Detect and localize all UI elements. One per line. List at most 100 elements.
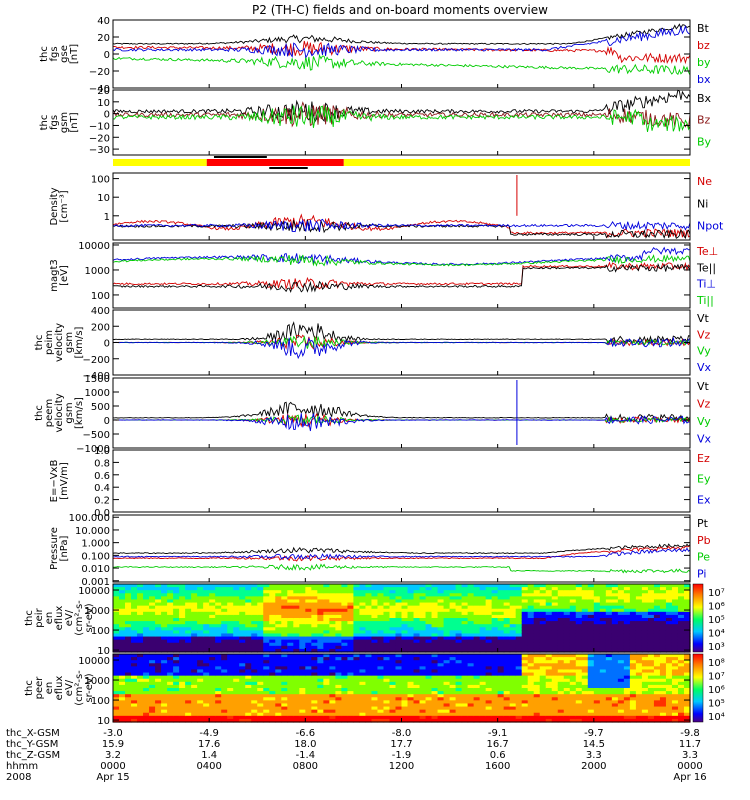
spectrogram-cell xyxy=(347,697,355,701)
spectrogram-cell xyxy=(677,630,685,635)
spectrogram-cell xyxy=(185,678,192,683)
spectrogram-cell xyxy=(665,684,673,689)
spectrogram-cell xyxy=(185,657,192,661)
legend-entry: Bx xyxy=(697,92,712,105)
spectrogram-cell xyxy=(281,700,288,705)
spectrogram-cell xyxy=(665,593,673,597)
spectrogram-cell xyxy=(227,618,234,622)
spectrogram-cell xyxy=(245,703,252,708)
spectrogram-cell xyxy=(293,666,300,671)
spectrogram-cell xyxy=(623,596,631,601)
spectrogram-cell xyxy=(167,718,174,723)
spectrogram-cell xyxy=(323,627,330,631)
spectrogram-cell xyxy=(599,700,607,705)
spectrogram-cell xyxy=(443,621,451,625)
spectrogram-cell xyxy=(227,700,234,705)
spectrogram-cell xyxy=(125,621,132,625)
spectrogram-cell xyxy=(479,590,487,594)
spectrogram-cell xyxy=(617,678,625,683)
spectrogram-cell xyxy=(305,611,312,616)
spectrogram-cell xyxy=(377,636,385,641)
spectrogram-cell xyxy=(371,669,379,674)
spectrogram-cell xyxy=(323,672,330,677)
spectrogram-cell xyxy=(677,657,685,661)
spectrogram-cell xyxy=(437,694,445,698)
spectrogram-cell xyxy=(641,630,649,635)
spectrogram-cell xyxy=(641,678,649,683)
spectrogram-cell xyxy=(221,608,228,613)
spectrogram-cell xyxy=(305,694,312,698)
spectrogram-cell xyxy=(575,675,583,680)
spectrogram-cell xyxy=(533,718,541,723)
spectrogram-cell xyxy=(635,684,643,689)
spectrogram-cell xyxy=(407,633,415,638)
spectrogram-cell xyxy=(677,681,685,686)
y-axis-label: [km/s] xyxy=(74,397,85,429)
spectrogram-cell xyxy=(167,645,174,650)
spectrogram-cell xyxy=(413,602,421,607)
spectrogram-cell xyxy=(281,663,288,667)
spectrogram-cell xyxy=(317,666,324,671)
spectrogram-cell xyxy=(593,712,601,717)
spectrogram-cell xyxy=(143,660,150,664)
spectrogram-cell xyxy=(533,611,541,616)
spectrogram-cell xyxy=(233,669,240,674)
spectrogram-cell xyxy=(395,618,403,622)
spectrogram-cell xyxy=(287,666,294,671)
spectrogram-cell xyxy=(149,614,156,619)
spectrogram-cell xyxy=(455,602,463,607)
spectrogram-cell xyxy=(473,627,481,631)
spectrogram-cell xyxy=(317,593,324,597)
legend-entry: bx xyxy=(697,73,711,86)
spectrogram-cell xyxy=(449,593,457,597)
spectrogram-cell xyxy=(371,715,379,720)
spectrogram-cell xyxy=(383,621,391,625)
spectrogram-cell xyxy=(617,700,625,705)
spectrogram-cell xyxy=(437,709,445,714)
y-tick-label: 100.000 xyxy=(69,513,110,524)
spectrogram-cell xyxy=(263,697,270,701)
spectrogram-cell xyxy=(137,669,144,674)
spectrogram-cell xyxy=(131,602,138,607)
spectrogram-cell xyxy=(347,694,355,698)
spectrogram-cell xyxy=(677,605,685,610)
spectrogram-cell xyxy=(473,718,481,723)
spectrogram-cell xyxy=(245,584,252,588)
spectrogram-cell xyxy=(419,596,427,601)
spectrogram-cell xyxy=(329,706,336,711)
spectrogram-cell xyxy=(611,599,619,604)
spectrogram-cell xyxy=(173,639,180,644)
legend-entry: Pb xyxy=(697,534,711,547)
spectrogram-cell xyxy=(443,715,451,720)
spectrogram-cell xyxy=(683,621,691,625)
spectrogram-cell xyxy=(455,712,463,717)
spectrogram-cell xyxy=(551,697,559,701)
spectrogram-cell xyxy=(161,605,168,610)
spectrogram-cell xyxy=(191,669,198,674)
spectrogram-cell xyxy=(443,660,451,664)
spectrogram-cell xyxy=(473,624,481,628)
spectrogram-cell xyxy=(323,688,330,692)
spectrogram-cell xyxy=(461,700,469,705)
spectrogram-cell xyxy=(131,718,138,723)
spectrogram-cell xyxy=(131,590,138,594)
spectrogram-cell xyxy=(479,681,487,686)
spectrogram-cell xyxy=(575,669,583,674)
spectrogram-cell xyxy=(167,663,174,667)
spectrogram-cell xyxy=(281,681,288,686)
spectrogram-cell xyxy=(539,654,547,658)
spectrogram-cell xyxy=(233,605,240,610)
spectrogram-cell xyxy=(173,715,180,720)
spectrogram-cell xyxy=(149,681,156,686)
spectrogram-cell xyxy=(551,642,559,647)
spectrogram-cell xyxy=(587,672,595,677)
spectrogram-cell xyxy=(275,608,282,613)
spectrogram-cell xyxy=(281,639,288,644)
spectrogram-cell xyxy=(515,636,523,641)
spectrogram-cell xyxy=(227,691,234,695)
spectrogram-cell xyxy=(347,624,355,628)
legend-entry: Bz xyxy=(697,114,711,127)
spectrogram-cell xyxy=(125,718,132,723)
spectrogram-cell xyxy=(215,605,222,610)
spectrogram-cell xyxy=(269,681,276,686)
